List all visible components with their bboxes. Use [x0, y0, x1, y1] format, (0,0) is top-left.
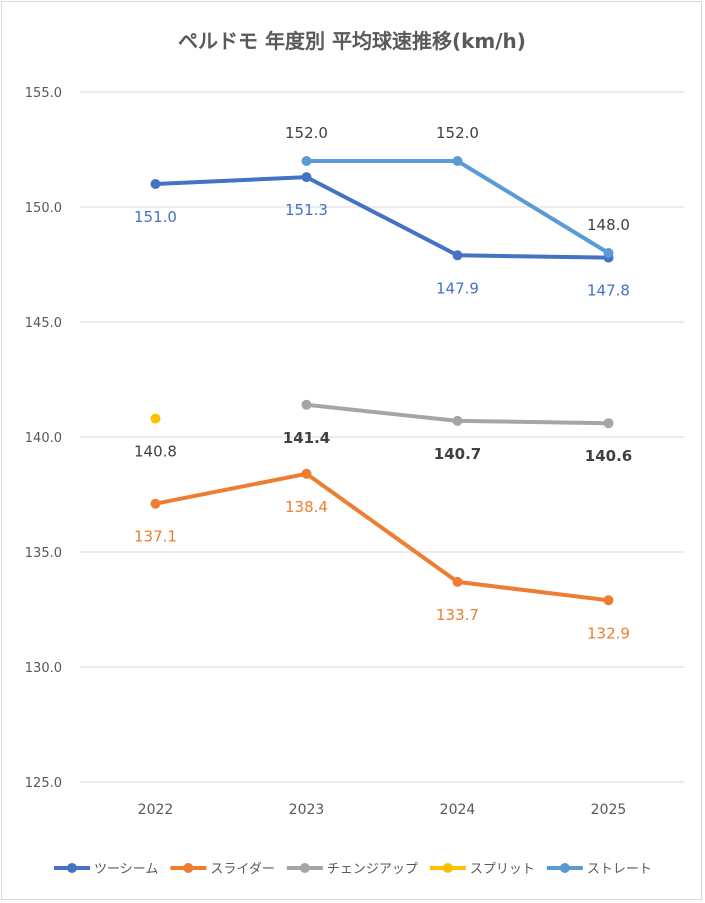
legend-label: スライダー [210, 862, 274, 877]
x-tick-label: 2025 [591, 802, 627, 818]
x-tick-label: 2022 [138, 802, 174, 818]
data-point [301, 468, 312, 479]
legend-marker [299, 863, 310, 873]
x-axis: 2022 2023 2024 2025 [138, 802, 627, 818]
data-point [603, 418, 614, 429]
y-tick-label: 155.0 [25, 86, 62, 101]
chart-title: ペルドモ 年度別 平均球速推移(km/h) [178, 29, 526, 53]
data-point [150, 179, 161, 189]
data-point [452, 415, 463, 426]
data-point [301, 172, 312, 183]
data-point [150, 413, 161, 424]
data-label: 151.0 [134, 208, 177, 226]
data-label: 137.1 [134, 528, 177, 546]
data-point [301, 156, 312, 166]
data-label: 152.0 [436, 124, 479, 142]
gridlines [80, 91, 684, 783]
y-tick-label: 150.0 [25, 201, 62, 216]
data-point [452, 576, 463, 587]
data-point [452, 250, 463, 261]
y-tick-label: 145.0 [25, 316, 62, 331]
legend-marker [183, 863, 194, 873]
data-label: 140.6 [585, 447, 632, 465]
x-tick-label: 2023 [289, 802, 325, 818]
legend: ツーシーム スライダー チェンジアップ スプリット ストレート [54, 862, 652, 877]
series-lines [150, 156, 614, 606]
legend-label: ストレート [587, 862, 652, 877]
data-label: 138.4 [285, 498, 328, 516]
y-tick-label: 135.0 [25, 546, 62, 561]
legend-marker [67, 863, 77, 873]
data-label: 140.7 [434, 445, 481, 463]
y-axis: 125.0 130.0 135.0 140.0 145.0 150.0 155.0 [25, 86, 62, 791]
series-line [153, 471, 611, 603]
data-label: 132.9 [587, 624, 630, 642]
series-line [153, 175, 611, 260]
legend-label: チェンジアップ [327, 862, 418, 877]
data-point [452, 156, 463, 166]
data-labels: 151.0 151.3 147.9 147.8 137.1 138.4 133.7 132.9… [134, 124, 632, 642]
y-tick-label: 125.0 [25, 776, 62, 791]
legend-marker [559, 863, 570, 873]
y-tick-label: 130.0 [25, 661, 62, 676]
data-label: 147.9 [436, 279, 479, 297]
data-label: 152.0 [285, 124, 328, 142]
data-point [150, 498, 161, 509]
data-label: 133.7 [436, 606, 479, 624]
y-tick-label: 140.0 [25, 431, 62, 446]
data-label: 151.3 [285, 201, 328, 219]
data-label: 140.8 [134, 443, 177, 461]
legend-label: スプリット [470, 862, 535, 877]
data-point [603, 595, 614, 606]
legend-marker [442, 863, 453, 873]
data-label: 148.0 [587, 216, 630, 234]
data-label: 147.8 [587, 282, 630, 300]
data-point [603, 248, 614, 258]
data-label: 141.4 [283, 429, 330, 447]
data-point [301, 399, 312, 410]
legend-label: ツーシーム [94, 862, 158, 877]
x-tick-label: 2024 [440, 802, 476, 818]
